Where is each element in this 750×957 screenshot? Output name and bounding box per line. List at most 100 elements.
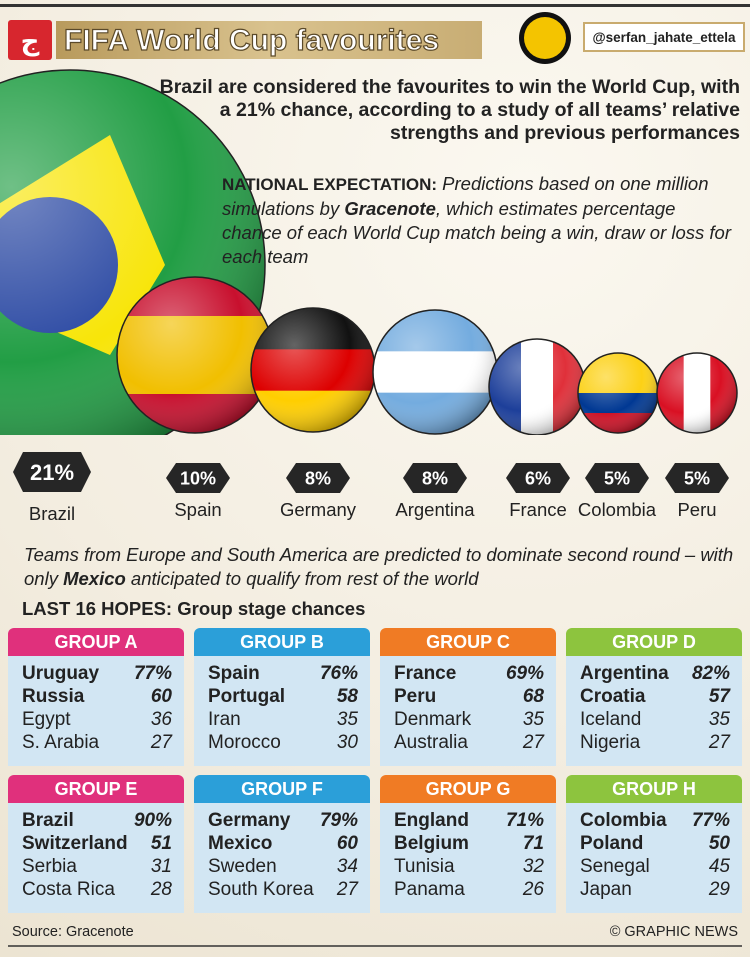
team: France [394,663,457,684]
team: Germany [208,810,291,831]
team-row: Iceland 35 [566,708,742,731]
team: Serbia [22,856,77,877]
text: anticipated to qualify from rest of the … [125,568,479,589]
group-name: GROUP H [566,775,742,803]
chance: 35 [708,709,730,730]
team: Russia [22,686,85,707]
team-row: England 71% [380,809,556,832]
group: GROUP A Uruguay 77% Russia 60 Egypt 36 S. Arabi… [8,628,184,766]
team: Senegal [580,856,650,877]
source: Source: Gracenote [12,924,134,940]
team-name: Brazil [28,503,76,524]
team-row: Panama 26 [380,878,556,901]
note-text: Predictions based on one million simulat… [222,173,709,219]
chance: 5% [604,469,630,489]
chance: 34 [336,856,358,877]
team: S. Arabia [22,732,100,753]
groups-heading: LAST 16 HOPES: Group stage chances [22,598,365,620]
ball-outline [656,352,738,434]
logo-mark: ج [21,27,40,57]
note-emphasis: Gracenote [344,198,436,219]
team-row: Japan 29 [566,878,742,901]
chance: 21% [30,460,74,485]
title: FIFA World Cup favourites [64,24,439,57]
group: GROUP D Argentina 82% Croatia 57 Iceland 35 Nig… [566,628,742,766]
team: Morocco [208,732,281,753]
chance: 27 [150,732,172,753]
group-body: Spain 76% Portugal 58 Iran 35 Morocco 30 [194,656,370,766]
team-name: Germany [279,499,357,520]
team: Sweden [208,856,277,877]
group: GROUP F Germany 79% Mexico 60 Sweden 34 South K… [194,775,370,913]
second-round: Teams from Europe and South America are … [24,543,734,591]
group-name: GROUP G [380,775,556,803]
top-rule [0,4,750,7]
handle: @serfan_jahate_ettela [593,30,736,45]
team: Poland [580,833,644,854]
group-name: GROUP F [194,775,370,803]
team-row: Argentina 82% [566,662,742,685]
team-row: Russia 60 [8,685,184,708]
chance: 36 [150,709,172,730]
badge-inner [524,17,566,59]
ball-outline [0,69,266,435]
team-name: France [509,499,567,520]
chance: 8% [422,469,448,489]
chance: 82% [691,663,730,684]
team-row: France 69% [380,662,556,685]
chance: 30 [336,732,358,753]
team-row: Australia 27 [380,731,556,754]
team: Tunisia [394,856,455,877]
ball-shading [117,277,273,433]
chance: 58 [336,686,358,707]
group-name: GROUP C [380,628,556,656]
intro: Brazil are considered the favourites to … [159,76,740,144]
team-row: Costa Rica 28 [8,878,184,901]
group: GROUP E Brazil 90% Switzerland 51 Serbia 31 Cos… [8,775,184,913]
chance: 27 [708,732,730,753]
logo [8,20,52,60]
team: South Korea [208,879,314,900]
team: Australia [394,732,468,753]
chance-badge [13,452,91,492]
chance-badge [665,463,729,493]
team-row: Mexico 60 [194,832,370,855]
emphasis: Mexico [63,568,126,589]
team: England [394,810,469,831]
chance: 77% [691,810,730,831]
note-text: , which estimates percentage chance of e… [222,198,731,267]
chance-badge [166,463,230,493]
team-row: S. Arabia 27 [8,731,184,754]
chance-badge [506,463,570,493]
team-row: Senegal 45 [566,855,742,878]
ball [251,308,375,432]
team: Switzerland [22,833,128,854]
note-heading: NATIONAL EXPECTATION: [222,175,438,194]
team: Brazil [22,810,74,831]
chance: 60 [336,833,358,854]
group-body: England 71% Belgium 71 Tunisia 32 Panama 26 [380,803,556,913]
team-row: Croatia 57 [566,685,742,708]
team-row: Belgium 71 [380,832,556,855]
team-row: Serbia 31 [8,855,184,878]
handle-box [583,22,745,52]
chance: 90% [133,810,172,831]
chance: 35 [336,709,358,730]
chance: 29 [708,879,730,900]
team: Iran [208,709,241,730]
team: Nigeria [580,732,641,753]
group-body: France 69% Peru 68 Denmark 35 Australia 27 [380,656,556,766]
team: Costa Rica [22,879,115,900]
team-row: Poland 50 [566,832,742,855]
team: Denmark [394,709,472,730]
team-row: Nigeria 27 [566,731,742,754]
team-row: Switzerland 51 [8,832,184,855]
team: Mexico [208,833,273,854]
title-bar [56,21,482,59]
team-row: Colombia 77% [566,809,742,832]
chance: 76% [319,663,358,684]
chance: 28 [150,879,172,900]
group: GROUP G England 71% Belgium 71 Tunisia 32 Panam… [380,775,556,913]
